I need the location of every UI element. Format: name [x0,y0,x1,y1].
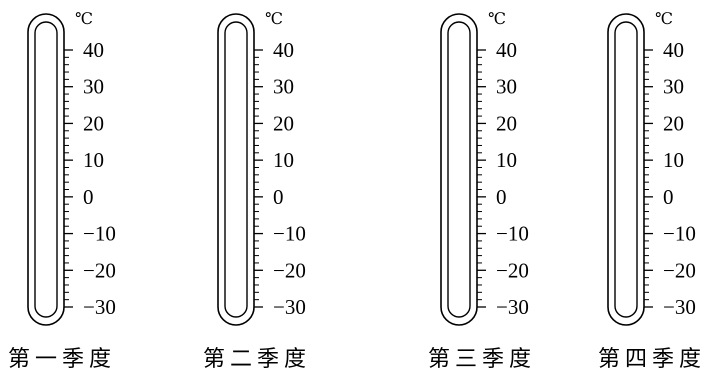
thermometer-drawing: ℃ 40 30 20 10 0 −10 −20 −30 [27,11,116,326]
scale-label: 0 [83,185,94,209]
scale-label: 20 [496,111,517,135]
tube-bore [447,21,471,318]
scale-label: 0 [663,185,674,209]
caption-q3: 第三季度 [428,347,537,372]
scale-label: −20 [273,258,306,282]
caption-q1: 第一季度 [8,347,117,372]
scale-label: 40 [83,38,104,62]
scale-label: 10 [83,148,104,172]
scale-label: 40 [663,38,684,62]
scale-label: −30 [83,295,116,319]
caption-q4: 第四季度 [598,347,707,372]
thermometer-drawing: ℃ 40 30 20 10 0 −10 −20 −30 [607,11,696,326]
scale-label: −20 [663,258,696,282]
scale-label: 10 [496,148,517,172]
scale-label: 20 [273,111,294,135]
scale-label: −30 [663,295,696,319]
scale-label: 40 [273,38,294,62]
thermometer-drawing: ℃ 40 30 20 10 0 −10 −20 −30 [217,11,306,326]
thermometer-q4: ℃ 40 30 20 10 0 −10 −20 −30 [607,0,707,340]
unit-label: ℃ [75,11,93,28]
scale-label: 0 [273,185,284,209]
scale-label: 30 [496,75,517,99]
thermometer-q2: ℃ 40 30 20 10 0 −10 −20 −30 [217,0,317,340]
tube-bore [224,21,248,318]
scale-label: 20 [663,111,684,135]
unit-label: ℃ [655,11,673,28]
thermometer-drawing: ℃ 40 30 20 10 0 −10 −20 −30 [440,11,529,326]
unit-label: ℃ [488,11,506,28]
scale-label: −10 [663,222,696,246]
scale-label: −30 [496,295,529,319]
scale-label: 10 [663,148,684,172]
tube-outline [607,13,645,326]
tube-outline [27,13,65,326]
scale-label: −10 [496,222,529,246]
tube-outline [440,13,478,326]
scale-label: −10 [83,222,116,246]
unit-label: ℃ [265,11,283,28]
scale-label: 30 [273,75,294,99]
scale-label: 30 [663,75,684,99]
thermometer-q3: ℃ 40 30 20 10 0 −10 −20 −30 [440,0,540,340]
scale-label: 40 [496,38,517,62]
caption-q2: 第二季度 [203,347,312,372]
scale-label: 0 [496,185,507,209]
scale-label: −20 [496,258,529,282]
thermometer-q1: ℃ 40 30 20 10 0 −10 −20 −30 [27,0,127,340]
tube-bore [34,21,58,318]
tube-bore [614,21,638,318]
scale-label: 10 [273,148,294,172]
scale-label: −10 [273,222,306,246]
scale-label: 20 [83,111,104,135]
scale-label: 30 [83,75,104,99]
tube-outline [217,13,255,326]
scale-label: −30 [273,295,306,319]
scale-label: −20 [83,258,116,282]
